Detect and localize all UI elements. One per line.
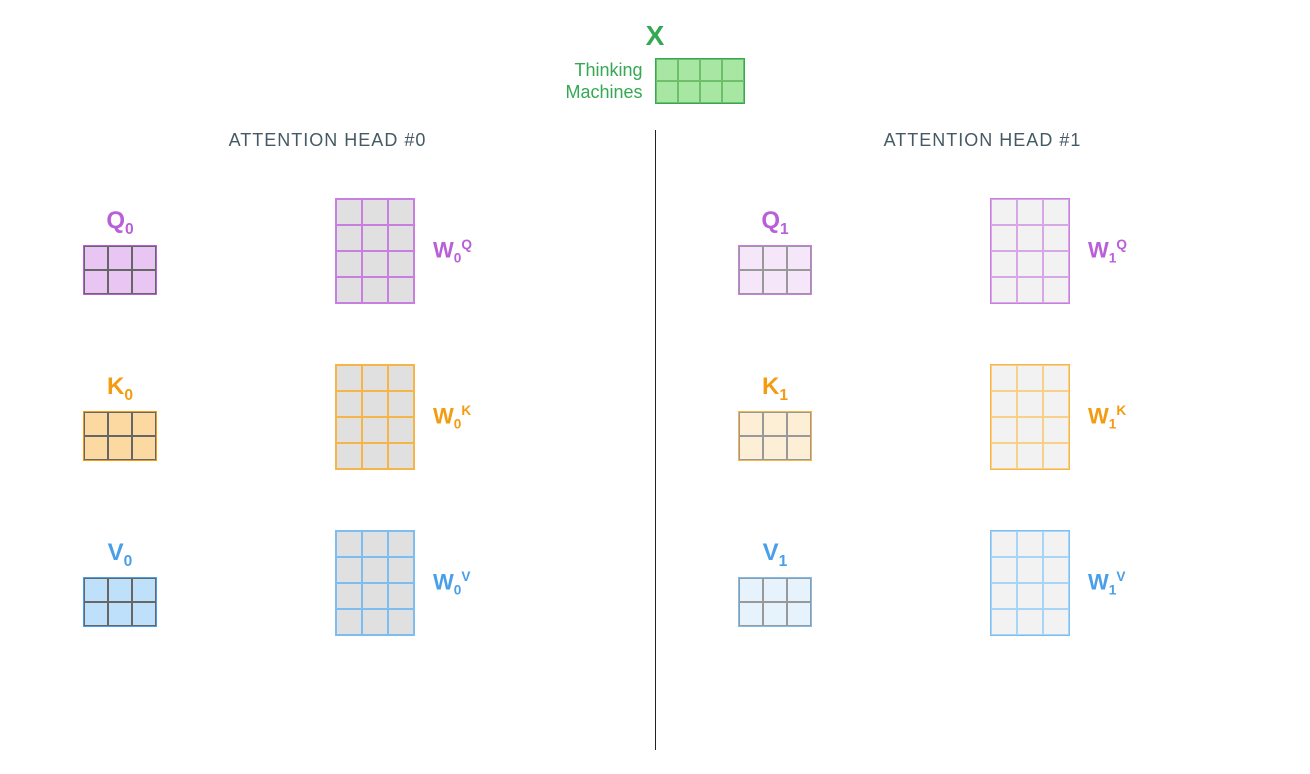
qkv-block: K0	[40, 373, 200, 461]
qkv-block: V1	[695, 539, 855, 627]
weight-label: W0Q	[433, 237, 472, 266]
weight-block: W0K	[335, 364, 615, 470]
input-token-0: Thinking	[574, 59, 642, 81]
qkv-matrix	[83, 411, 157, 461]
qkv-row: Q1 W1Q	[695, 191, 1270, 311]
qkv-block: V0	[40, 539, 200, 627]
qkv-label: K0	[107, 373, 133, 405]
qkv-matrix	[738, 577, 812, 627]
qkv-label: Q1	[761, 207, 788, 239]
attention-head-1: ATTENTION HEAD #1 Q1 W1Q K1 W1K V1 W1V	[655, 130, 1310, 750]
head-1-rows: Q1 W1Q K1 W1K V1 W1V	[695, 191, 1270, 643]
qkv-row: V1 W1V	[695, 523, 1270, 643]
qkv-row: K1 W1K	[695, 357, 1270, 477]
qkv-matrix	[738, 245, 812, 295]
weight-matrix	[335, 198, 415, 304]
attention-heads-container: ATTENTION HEAD #0 Q0 W0Q K0 W0K V0 W0V ATTENT…	[0, 130, 1310, 750]
qkv-label: V0	[108, 539, 133, 571]
attention-head-0: ATTENTION HEAD #0 Q0 W0Q K0 W0K V0 W0V	[0, 130, 655, 750]
qkv-block: Q0	[40, 207, 200, 295]
head-0-title: ATTENTION HEAD #0	[40, 130, 615, 151]
qkv-matrix	[83, 245, 157, 295]
input-matrix	[655, 58, 745, 104]
weight-block: W1V	[990, 530, 1270, 636]
weight-block: W1Q	[990, 198, 1270, 304]
qkv-label: V1	[763, 539, 788, 571]
weight-matrix	[335, 364, 415, 470]
weight-matrix	[990, 198, 1070, 304]
qkv-row: K0 W0K	[40, 357, 615, 477]
head-0-rows: Q0 W0Q K0 W0K V0 W0V	[40, 191, 615, 643]
qkv-label: Q0	[106, 207, 133, 239]
center-divider	[655, 130, 656, 750]
weight-block: W1K	[990, 364, 1270, 470]
weight-block: W0Q	[335, 198, 615, 304]
weight-label: W1Q	[1088, 237, 1127, 266]
qkv-label: K1	[762, 373, 788, 405]
input-title: X	[646, 20, 665, 52]
qkv-block: Q1	[695, 207, 855, 295]
weight-label: W1K	[1088, 403, 1126, 432]
weight-matrix	[335, 530, 415, 636]
qkv-block: K1	[695, 373, 855, 461]
input-token-1: Machines	[565, 81, 642, 103]
weight-label: W0K	[433, 403, 471, 432]
weight-label: W0V	[433, 569, 470, 598]
weight-matrix	[990, 364, 1070, 470]
weight-matrix	[990, 530, 1070, 636]
qkv-row: V0 W0V	[40, 523, 615, 643]
input-token-labels: Thinking Machines	[565, 59, 642, 103]
qkv-matrix	[83, 577, 157, 627]
input-block: X Thinking Machines	[0, 20, 1310, 104]
head-1-title: ATTENTION HEAD #1	[695, 130, 1270, 151]
qkv-row: Q0 W0Q	[40, 191, 615, 311]
weight-label: W1V	[1088, 569, 1125, 598]
weight-block: W0V	[335, 530, 615, 636]
qkv-matrix	[738, 411, 812, 461]
